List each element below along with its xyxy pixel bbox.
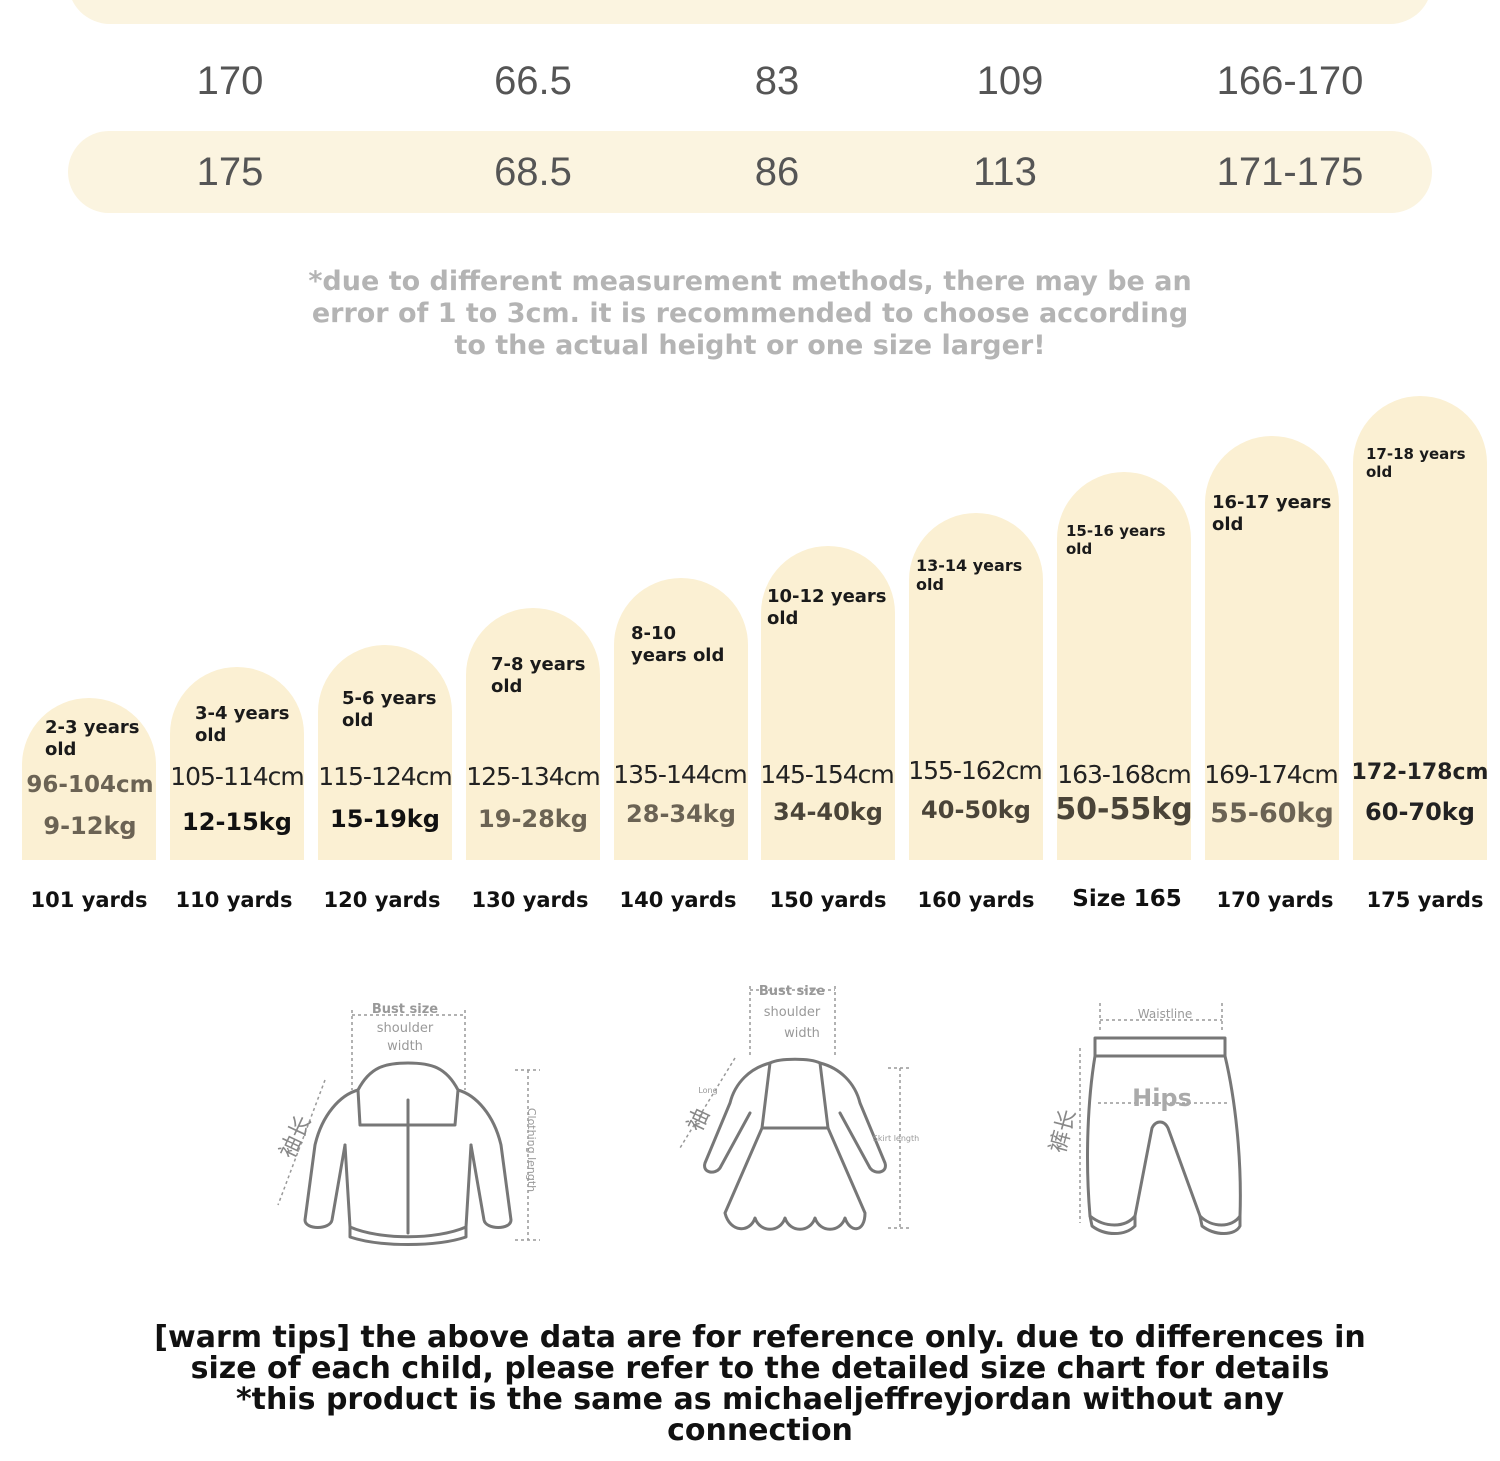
size-bar-160 [909, 513, 1043, 860]
height-range: 145-154cm [760, 760, 895, 789]
size-label: 140 yards [619, 888, 737, 912]
jacket-shoulder-text: shoulder [377, 1021, 434, 1036]
age-label: 17-18 years old [1366, 445, 1466, 481]
age-label: 10-12 years old [767, 586, 887, 629]
size-bar-130 [466, 608, 600, 860]
age-label: 5-6 years old [342, 688, 437, 731]
age-label: 13-14 years old [916, 556, 1023, 595]
table-cell: 68.5 [494, 149, 572, 194]
height-range: 169-174cm [1204, 760, 1339, 789]
size-bar-150 [761, 546, 895, 860]
weight-range: 15-19kg [330, 805, 440, 833]
weight-range: 28-34kg [626, 800, 736, 828]
age-label: 3-4 years old [195, 703, 290, 746]
age-label: 15-16 years old [1066, 522, 1166, 558]
height-range: 155-162cm [908, 756, 1043, 785]
height-range: 115-124cm [318, 762, 453, 791]
jacket-bust-text: Bust size [372, 1002, 438, 1017]
pants-diagram: Waistline Hips 裤长 [1046, 1003, 1242, 1235]
size-bar-175 [1353, 396, 1487, 860]
weight-range: 9-12kg [43, 812, 137, 840]
height-range: 135-144cm [613, 760, 748, 789]
size-label: 130 yards [471, 888, 589, 912]
age-label: 8-10 years old [631, 623, 725, 666]
size-bar-120 [318, 645, 452, 860]
age-label: 7-8 years old [491, 654, 586, 697]
measurement-note: *due to different measurement methods, t… [308, 266, 1192, 361]
pants-length-text: 裤长 [1046, 1107, 1082, 1156]
jacket-length-text: Clothing length [525, 1108, 538, 1192]
weight-range: 55-60kg [1210, 798, 1334, 829]
size-label: 170 yards [1216, 888, 1334, 912]
table-cell: 66.5 [494, 58, 572, 103]
dress-skirt-text: Skirt length [873, 1134, 919, 1143]
size-label: 101 yards [30, 888, 148, 912]
size-bar-170 [1205, 436, 1339, 860]
size-bar-140 [614, 578, 748, 860]
size-label: 160 yards [917, 888, 1035, 912]
weight-range: 50-55kg [1055, 792, 1193, 827]
table-row: 175 68.5 86 113 171-175 [68, 131, 1432, 213]
size-bar-101 [22, 698, 156, 860]
weight-range: 60-70kg [1365, 798, 1475, 826]
size-label: 175 yards [1366, 888, 1484, 912]
warm-tips: [warm tips] the above data are for refer… [154, 1320, 1366, 1448]
weight-range: 19-28kg [478, 805, 588, 833]
dress-long-text: Long [698, 1086, 717, 1095]
table-row: 170 66.5 83 109 166-170 [68, 40, 1432, 122]
table-cell: 170 [196, 58, 264, 103]
jacket-width-text: width [387, 1039, 423, 1054]
height-range: 105-114cm [170, 762, 305, 791]
height-range: 172-178cm [1351, 760, 1489, 785]
height-range: 163-168cm [1057, 760, 1192, 789]
size-label: 110 yards [175, 888, 293, 912]
weight-range: 40-50kg [921, 796, 1031, 824]
weight-range: 34-40kg [773, 798, 883, 826]
table-cell: 109 [976, 58, 1044, 103]
table-cell: 113 [973, 149, 1037, 194]
table-cell: 86 [754, 149, 800, 194]
pants-hips-text: Hips [1132, 1084, 1192, 1112]
age-label: 16-17 years old [1212, 492, 1332, 535]
table-cell: 166-170 [1216, 58, 1364, 103]
table-cell: 175 [196, 149, 264, 194]
size-label: 120 yards [323, 888, 441, 912]
size-label: 150 yards [769, 888, 887, 912]
height-range: 96-104cm [26, 772, 154, 798]
table-cell: 171-175 [1216, 149, 1364, 194]
table-row-shaded-partial [68, 0, 1432, 24]
table-cell: 83 [754, 58, 800, 103]
size-bar-110 [170, 667, 304, 860]
height-range: 125-134cm [466, 762, 601, 791]
weight-range: 12-15kg [182, 808, 292, 836]
size-bar-165 [1057, 472, 1191, 860]
dress-width-text: width [784, 1026, 820, 1041]
jacket-diagram: Bust size shoulder width 袖长 Clothing len… [275, 1002, 540, 1246]
dress-sleeve-text: 袖 [683, 1105, 715, 1136]
dress-shoulder-text: shoulder [764, 1005, 821, 1020]
dress-bust-text: Bust size [759, 984, 825, 999]
size-label: Size 165 [1072, 886, 1182, 912]
dress-diagram: Bust size shoulder width Long 袖 Skirt le… [679, 984, 919, 1231]
age-label: 2-3 years old [45, 717, 140, 760]
pants-waist-text: Waistline [1138, 1007, 1192, 1021]
